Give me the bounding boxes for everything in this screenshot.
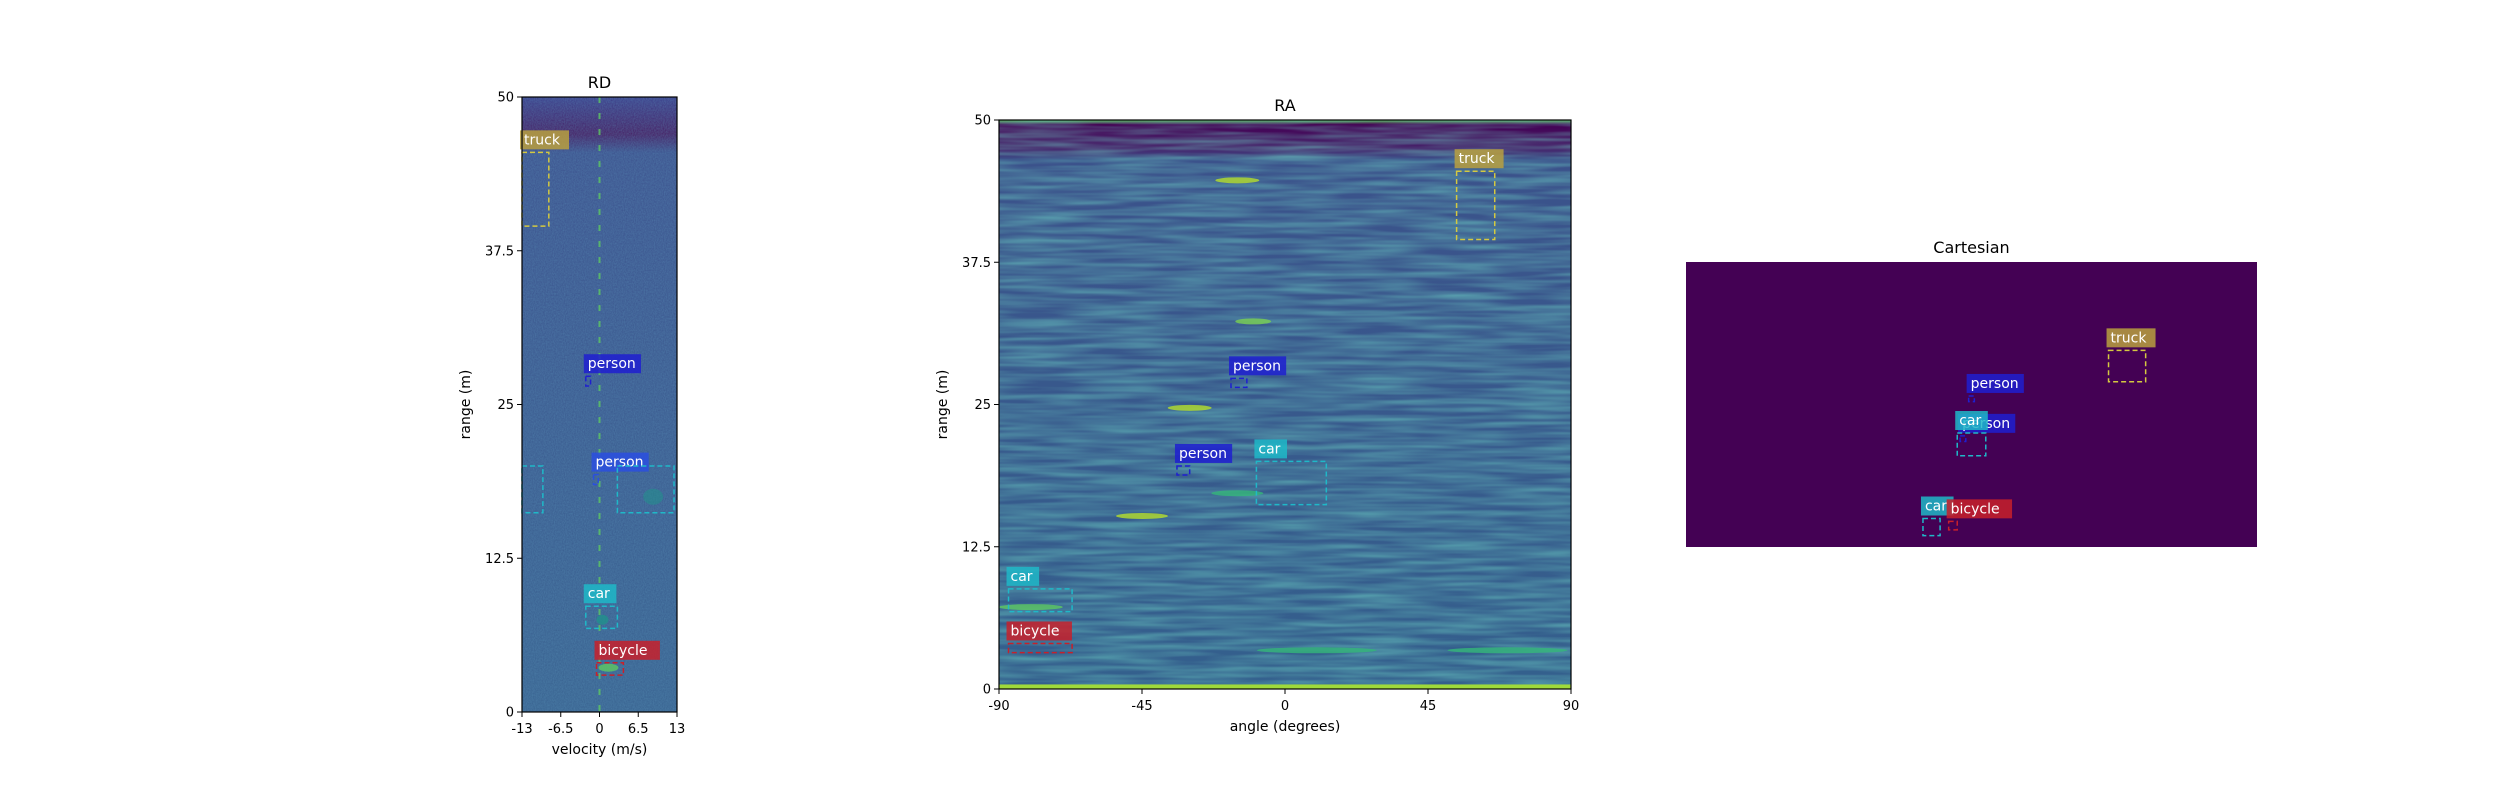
- box-label-person: person: [596, 455, 644, 471]
- box-label-person: person: [588, 356, 636, 372]
- x-tick-label: -45: [1131, 699, 1152, 714]
- heat-spot: [643, 488, 664, 505]
- heat-stripe: [999, 684, 1571, 689]
- y-tick-label: 50: [974, 114, 991, 129]
- chart-title: RA: [1274, 96, 1295, 115]
- bounding-box-object: [521, 465, 544, 514]
- label-badge: [1966, 373, 2024, 393]
- heat-stripe: [1235, 318, 1272, 325]
- label-badge: [1454, 149, 1504, 169]
- x-tick-label: 0: [595, 722, 603, 737]
- heat-stripe: [1215, 177, 1260, 184]
- chart-title: RD: [588, 73, 611, 92]
- heat-stripe: [1116, 513, 1168, 520]
- x-tick-label: 45: [1420, 699, 1437, 714]
- x-tick-label: 6.5: [628, 722, 649, 737]
- bounding-box-object: [616, 465, 675, 514]
- box-label-bicycle: bicycle: [599, 643, 648, 659]
- y-tick-label: 12.5: [962, 540, 991, 555]
- box-label-truck: truck: [2111, 330, 2148, 346]
- box-label-truck: truck: [524, 132, 561, 148]
- panel-ra: RA truck person person car car bicycle -90 -45 0 4…: [935, 96, 1579, 735]
- x-tick-label: -6.5: [548, 722, 573, 737]
- bounding-box-truck: [2107, 349, 2147, 383]
- label-badge: [520, 130, 569, 150]
- bounding-box-person: [1230, 377, 1248, 389]
- bounding-box-bicycle: [1007, 642, 1073, 654]
- bounding-box-car: [1956, 432, 1987, 457]
- y-tick-label: 12.5: [485, 552, 514, 567]
- x-tick-label: 0: [1281, 699, 1289, 714]
- heat-stripe: [1256, 647, 1377, 654]
- heat-spot: [596, 614, 609, 625]
- y-tick-label: 0: [506, 706, 514, 721]
- bounding-box-bicycle: [1947, 520, 1958, 531]
- x-axis-label: velocity (m/s): [552, 742, 648, 758]
- bounding-box-person: [592, 473, 600, 486]
- label-badge: [583, 354, 641, 374]
- box-label-car: car: [588, 586, 610, 602]
- label-badge: [1955, 411, 1988, 430]
- heat-spot: [598, 663, 619, 672]
- box-label-person: person: [1971, 376, 2019, 392]
- box-label-car: car: [1959, 413, 1981, 429]
- y-tick-label: 37.5: [485, 244, 514, 259]
- bounding-box-car: [1007, 588, 1073, 613]
- x-tick-label: -13: [511, 722, 532, 737]
- y-axis-label: range (m): [935, 370, 951, 440]
- y-tick-label: 0: [983, 683, 991, 698]
- x-tick-label: -90: [988, 699, 1009, 714]
- bounding-box-person: [585, 375, 592, 387]
- y-tick-label: 25: [974, 398, 991, 413]
- heat-stripe: [1211, 490, 1264, 497]
- box-label-person: person: [1179, 446, 1227, 462]
- box-label-bicycle: bicycle: [1951, 501, 2000, 517]
- label-badge: [2106, 328, 2156, 348]
- panel-cartesian: Cartesiantruckpersonpersoncarcarbicycle: [1686, 238, 2257, 547]
- bounding-box-person: [1967, 395, 1976, 403]
- box-label-truck: truck: [1459, 151, 1496, 167]
- y-tick-label: 37.5: [962, 256, 991, 271]
- bounding-box-person: [1959, 435, 1967, 443]
- label-badge: [1920, 496, 1954, 516]
- y-tick-label: 25: [497, 398, 514, 413]
- x-tick-label: 90: [1563, 699, 1580, 714]
- heat-stripe: [1447, 647, 1568, 654]
- label-badge: [591, 452, 649, 472]
- bounding-box-truck: [1455, 170, 1496, 241]
- bounding-box-bicycle: [595, 662, 625, 676]
- y-tick-label: 50: [497, 91, 514, 106]
- label-badge: [1254, 439, 1287, 459]
- box-label-car: car: [1258, 441, 1280, 457]
- box-label-bicycle: bicycle: [1011, 623, 1060, 639]
- label-badge: [1006, 566, 1040, 586]
- box-label-car: car: [1925, 499, 1947, 515]
- x-tick-label: 13: [669, 722, 686, 737]
- box-label-car: car: [1011, 569, 1033, 585]
- label-badge: [1946, 499, 2013, 519]
- bounding-box-car: [1255, 460, 1328, 506]
- label-badge: [583, 584, 617, 604]
- heat-stripe: [1167, 404, 1212, 411]
- heat-stripe: [998, 604, 1063, 611]
- panel-rd: RD truck person person car bicycle -13 -6.5 0 6.5…: [458, 73, 685, 758]
- box-label-person: person: [1233, 358, 1281, 374]
- x-axis-label: angle (degrees): [1230, 719, 1341, 735]
- chart-title: Cartesian: [1933, 238, 2009, 257]
- bounding-box-car: [585, 605, 619, 630]
- label-badge: [1174, 443, 1233, 463]
- bounding-box-car: [1922, 517, 1941, 537]
- label-badge: [1006, 621, 1072, 641]
- label-badge: [1228, 356, 1287, 376]
- bounding-box-person: [1176, 465, 1191, 476]
- y-axis-label: range (m): [458, 370, 474, 440]
- label-badge: [594, 640, 660, 660]
- heatmap-texture: [999, 120, 1571, 689]
